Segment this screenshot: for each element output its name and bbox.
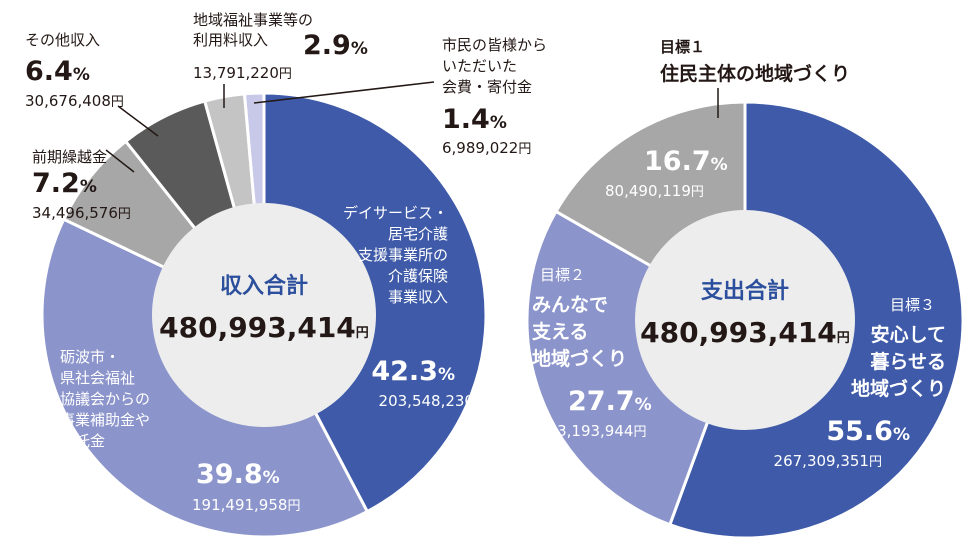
expense-goal3-amount: 267,309,351円 [774,452,882,470]
income-subsidy-label-line-4: 事業補助金や [60,411,150,429]
expense-goal3-heading-line-1: 目標３ [890,296,935,314]
income-carryover-label-line-1: 前期繰越金 [32,148,107,166]
income-donations-label-line-1: 市民の皆様から [442,36,547,54]
expense-goal1-title: 住民主体の地域づくり [660,62,850,85]
center-title: 支出合計 [701,278,789,304]
income-dayservice-label-line-3: 支援事業所の [358,246,448,264]
income-fees-label-line-2: 利用料収入 [193,31,268,49]
income-carryover-percent: 7.2% [32,168,97,199]
expense-goal3-title-line-1: 安心して [871,323,946,346]
expense-goal3-title-line-3: 地域づくり [851,377,946,400]
income-donut-chart: 収入合計 480,993,414円 デイサービス・居宅介護支援事業所の介護保険事業収… [25,11,547,539]
income-dayservice-label-line-2: 居宅介護 [388,225,448,243]
income-subsidy-amount: 191,491,958円 [192,496,300,514]
expense-goal2-heading-line-1: 目標２ [540,266,585,284]
income-donations-percent: 1.4% [442,104,507,135]
income-fees-amount: 13,791,220円 [193,64,292,82]
income-other-leader-line [117,105,159,137]
center-total-unit: 円 [356,326,369,341]
income-donations-label-line-2: いただいた [442,57,517,75]
income-other-percent: 6.4% [25,56,90,87]
expense-donut-chart: 支出合計480,993,414円目標３安心して暮らせる地域づくり55.6%267… [525,38,965,540]
income-dayservice-label-line-4: 介護保険 [388,267,448,285]
expense-goal1-heading: 目標１ [660,38,705,56]
expense-goal2-title-line-2: 支える [531,321,588,343]
center-title: 収入合計 [220,273,308,299]
expense-goal2-title-line-1: みんなで [532,294,608,316]
income-subsidy-label-line-3: 協議会からの [60,390,150,408]
income-subsidy-label-line-1: 砺波市・ [60,348,120,366]
income-dayservice-label-line-1: デイサービス・ [343,204,448,222]
income-donations-leader-line [253,81,435,104]
income-fees-percent: 2.9% [303,30,368,61]
donut-center [635,210,855,430]
income-carryover-amount: 34,496,576円 [32,204,131,222]
income-dayservice-label-line-5: 事業収入 [388,288,448,306]
income-dayservice-amount: 203,548,230円 [379,392,487,410]
expense-goal1-amount: 80,490,119円 [605,182,704,200]
income-subsidy-percent: 39.8% [196,459,280,490]
income-other-label-line-1: その他収入 [25,31,100,49]
income-donations-label-line-3: 会費・寄付金 [442,78,532,96]
income-other-amount: 30,676,408円 [25,92,124,110]
center-total-amount: 480,993,414円 [159,311,369,344]
expense-goal2-title-line-3: 地域づくり [532,347,627,370]
income-subsidy-label-line-2: 県社会福祉 [60,369,135,387]
donut-center [152,203,376,427]
income-subsidy-label-line-5: 委託金 [60,432,105,450]
income-donations-amount: 6,989,022円 [442,139,531,157]
center-total-unit: 円 [837,331,850,346]
center-total-amount: 480,993,414円 [640,316,850,349]
income-fees-label-line-1: 地域福祉事業等の [193,11,313,29]
expense-goal2-amount: 133,193,944円 [538,422,646,440]
income-carryover-leader-line [105,149,135,173]
expense-goal3-title-line-2: 暮らせる [869,351,946,373]
